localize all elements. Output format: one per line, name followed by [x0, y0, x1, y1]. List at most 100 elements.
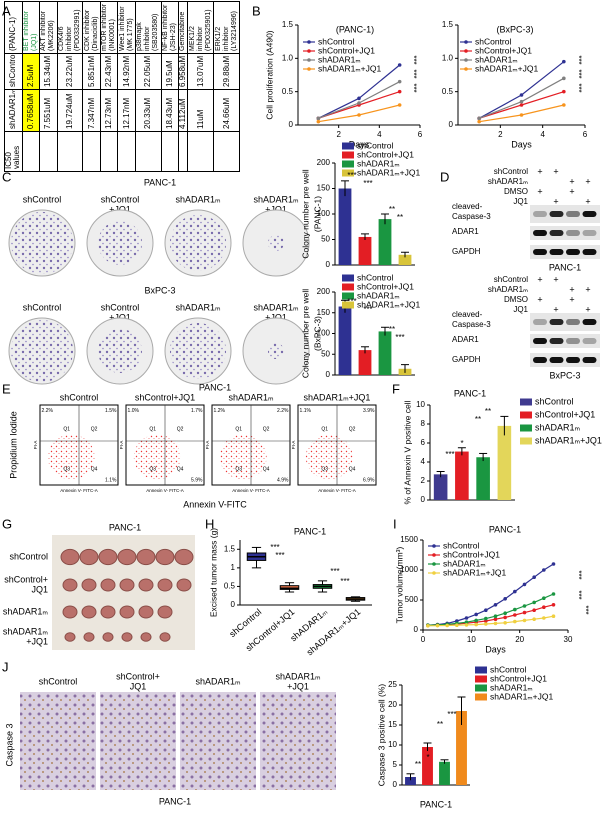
significance: *** [340, 577, 349, 586]
y-tick-label: 1.5 [224, 544, 236, 553]
row: 12.73nM 22.43nM mTOR inhibitor (INK0001) [100, 1, 118, 172]
legend-marker [464, 58, 468, 62]
colony-spots [268, 343, 284, 359]
blot-condition: DMSO [504, 187, 528, 196]
value-cell: 5.851nM [82, 53, 101, 90]
legend-label: shADAR1ₘ [535, 422, 581, 432]
tumor-title: PANC-1 [109, 522, 141, 532]
tumor [100, 578, 116, 592]
blot-strip [530, 226, 600, 240]
quadrant-percent: 1.0% [128, 408, 140, 414]
blank-cell [22, 131, 40, 172]
group-label: +JQ1 [26, 636, 48, 646]
significance: *** [347, 297, 356, 306]
drug-cell: MEK1/2 inhibitor (PD0325901) [187, 1, 214, 54]
group-label: +JQ1 [287, 681, 309, 691]
value-cell: 0.7658uM [22, 89, 40, 132]
group-label: shADAR1ₘ [195, 676, 241, 686]
legend-marker [432, 571, 436, 575]
legend-label: shControl+JQ1 [535, 409, 595, 419]
legend-label: shControl+JQ1 [357, 281, 414, 291]
chart-title: (PANC-1) [336, 24, 374, 34]
marker [397, 89, 402, 94]
tumor [83, 632, 95, 642]
significance: *** [574, 55, 583, 64]
band [582, 357, 597, 363]
band-label: cleaved- [452, 202, 483, 211]
marker [484, 622, 488, 626]
y-tick-label: 8 [421, 419, 426, 428]
colony-spots [170, 323, 226, 379]
y-subtitle: (PANC-1) [312, 196, 322, 232]
row: 20.33uM 22.05uM p38mapk inhibitor (SB20358… [135, 1, 162, 172]
group-label: +JQ1 [265, 204, 287, 214]
cell-line-label: BxPC-3 [549, 370, 580, 380]
value-cell: 20.33uM [135, 89, 162, 132]
group-label: shADAR1ₘ [175, 194, 221, 204]
legend-marker [307, 49, 311, 53]
x-label: Days [349, 139, 370, 149]
tumor [140, 632, 152, 642]
marker [477, 119, 481, 124]
y-tick-label: 1.5 [442, 20, 454, 29]
legend-label: shADAR1ₘ+JQ1 [357, 299, 420, 309]
y-tick-label: 1000 [400, 565, 418, 574]
drug-cell: NF-kB inhibitor (JSH-23) [161, 1, 179, 54]
value-cell: 6.958uM [178, 53, 188, 90]
legend-marker [307, 40, 311, 44]
marker [477, 116, 481, 121]
sign: + [569, 186, 574, 196]
panel-label: A [2, 3, 11, 18]
significance: *** [445, 450, 454, 459]
significance: ** [437, 720, 443, 729]
y-tick-label: 0 [289, 120, 294, 129]
x-tick-label: 30 [564, 635, 573, 644]
row: 18.43uM 19.5uM NF-kB inhibitor (JSH-23) [161, 1, 179, 172]
value-cell: 2.5uM [22, 53, 40, 90]
tumor [157, 578, 173, 592]
y-label: % of Annexin V positive cell [402, 400, 412, 504]
marker [397, 63, 402, 67]
panel-label: C [2, 169, 11, 184]
cell-line-label: PANC-1 [159, 796, 191, 806]
tumor [64, 632, 76, 642]
sign: + [553, 166, 558, 176]
marker [503, 621, 507, 625]
legend-swatch [475, 693, 487, 701]
blank-cell [39, 131, 58, 172]
tumor [119, 605, 135, 619]
sign: + [537, 166, 542, 176]
x-label: Days [485, 644, 506, 654]
marker [474, 618, 478, 623]
y-tick-label: 50 [321, 349, 330, 358]
marker [522, 582, 527, 587]
legend-marker [307, 67, 311, 71]
significance: ** [397, 213, 403, 222]
y-tick-label: 0 [414, 625, 419, 634]
marker [562, 59, 566, 64]
marker [532, 608, 536, 612]
y-tick-label: 200 [317, 287, 331, 296]
legend-swatch [342, 292, 354, 300]
marker [562, 76, 566, 81]
group-label: shControl [101, 302, 140, 312]
panel-label: G [2, 516, 12, 531]
significance: ** [475, 415, 481, 424]
y-tick-label: 0 [326, 370, 331, 379]
legend-label: shControl [357, 272, 393, 282]
marker [542, 568, 546, 572]
tumor [159, 632, 171, 642]
band [549, 211, 564, 217]
significance: *** [574, 69, 583, 78]
ihc-image [260, 692, 336, 790]
quadrant-label: Q3 [63, 466, 70, 472]
legend-label: shControl [475, 36, 511, 46]
value-cell: 12.73nM [100, 89, 118, 132]
marker [519, 113, 524, 117]
axis-name: PI-A [205, 441, 210, 450]
group-label: shControl [60, 392, 99, 402]
panel-label: E [2, 381, 11, 396]
group-label: shADAR1ₘ [253, 302, 299, 312]
tumor [62, 605, 78, 619]
